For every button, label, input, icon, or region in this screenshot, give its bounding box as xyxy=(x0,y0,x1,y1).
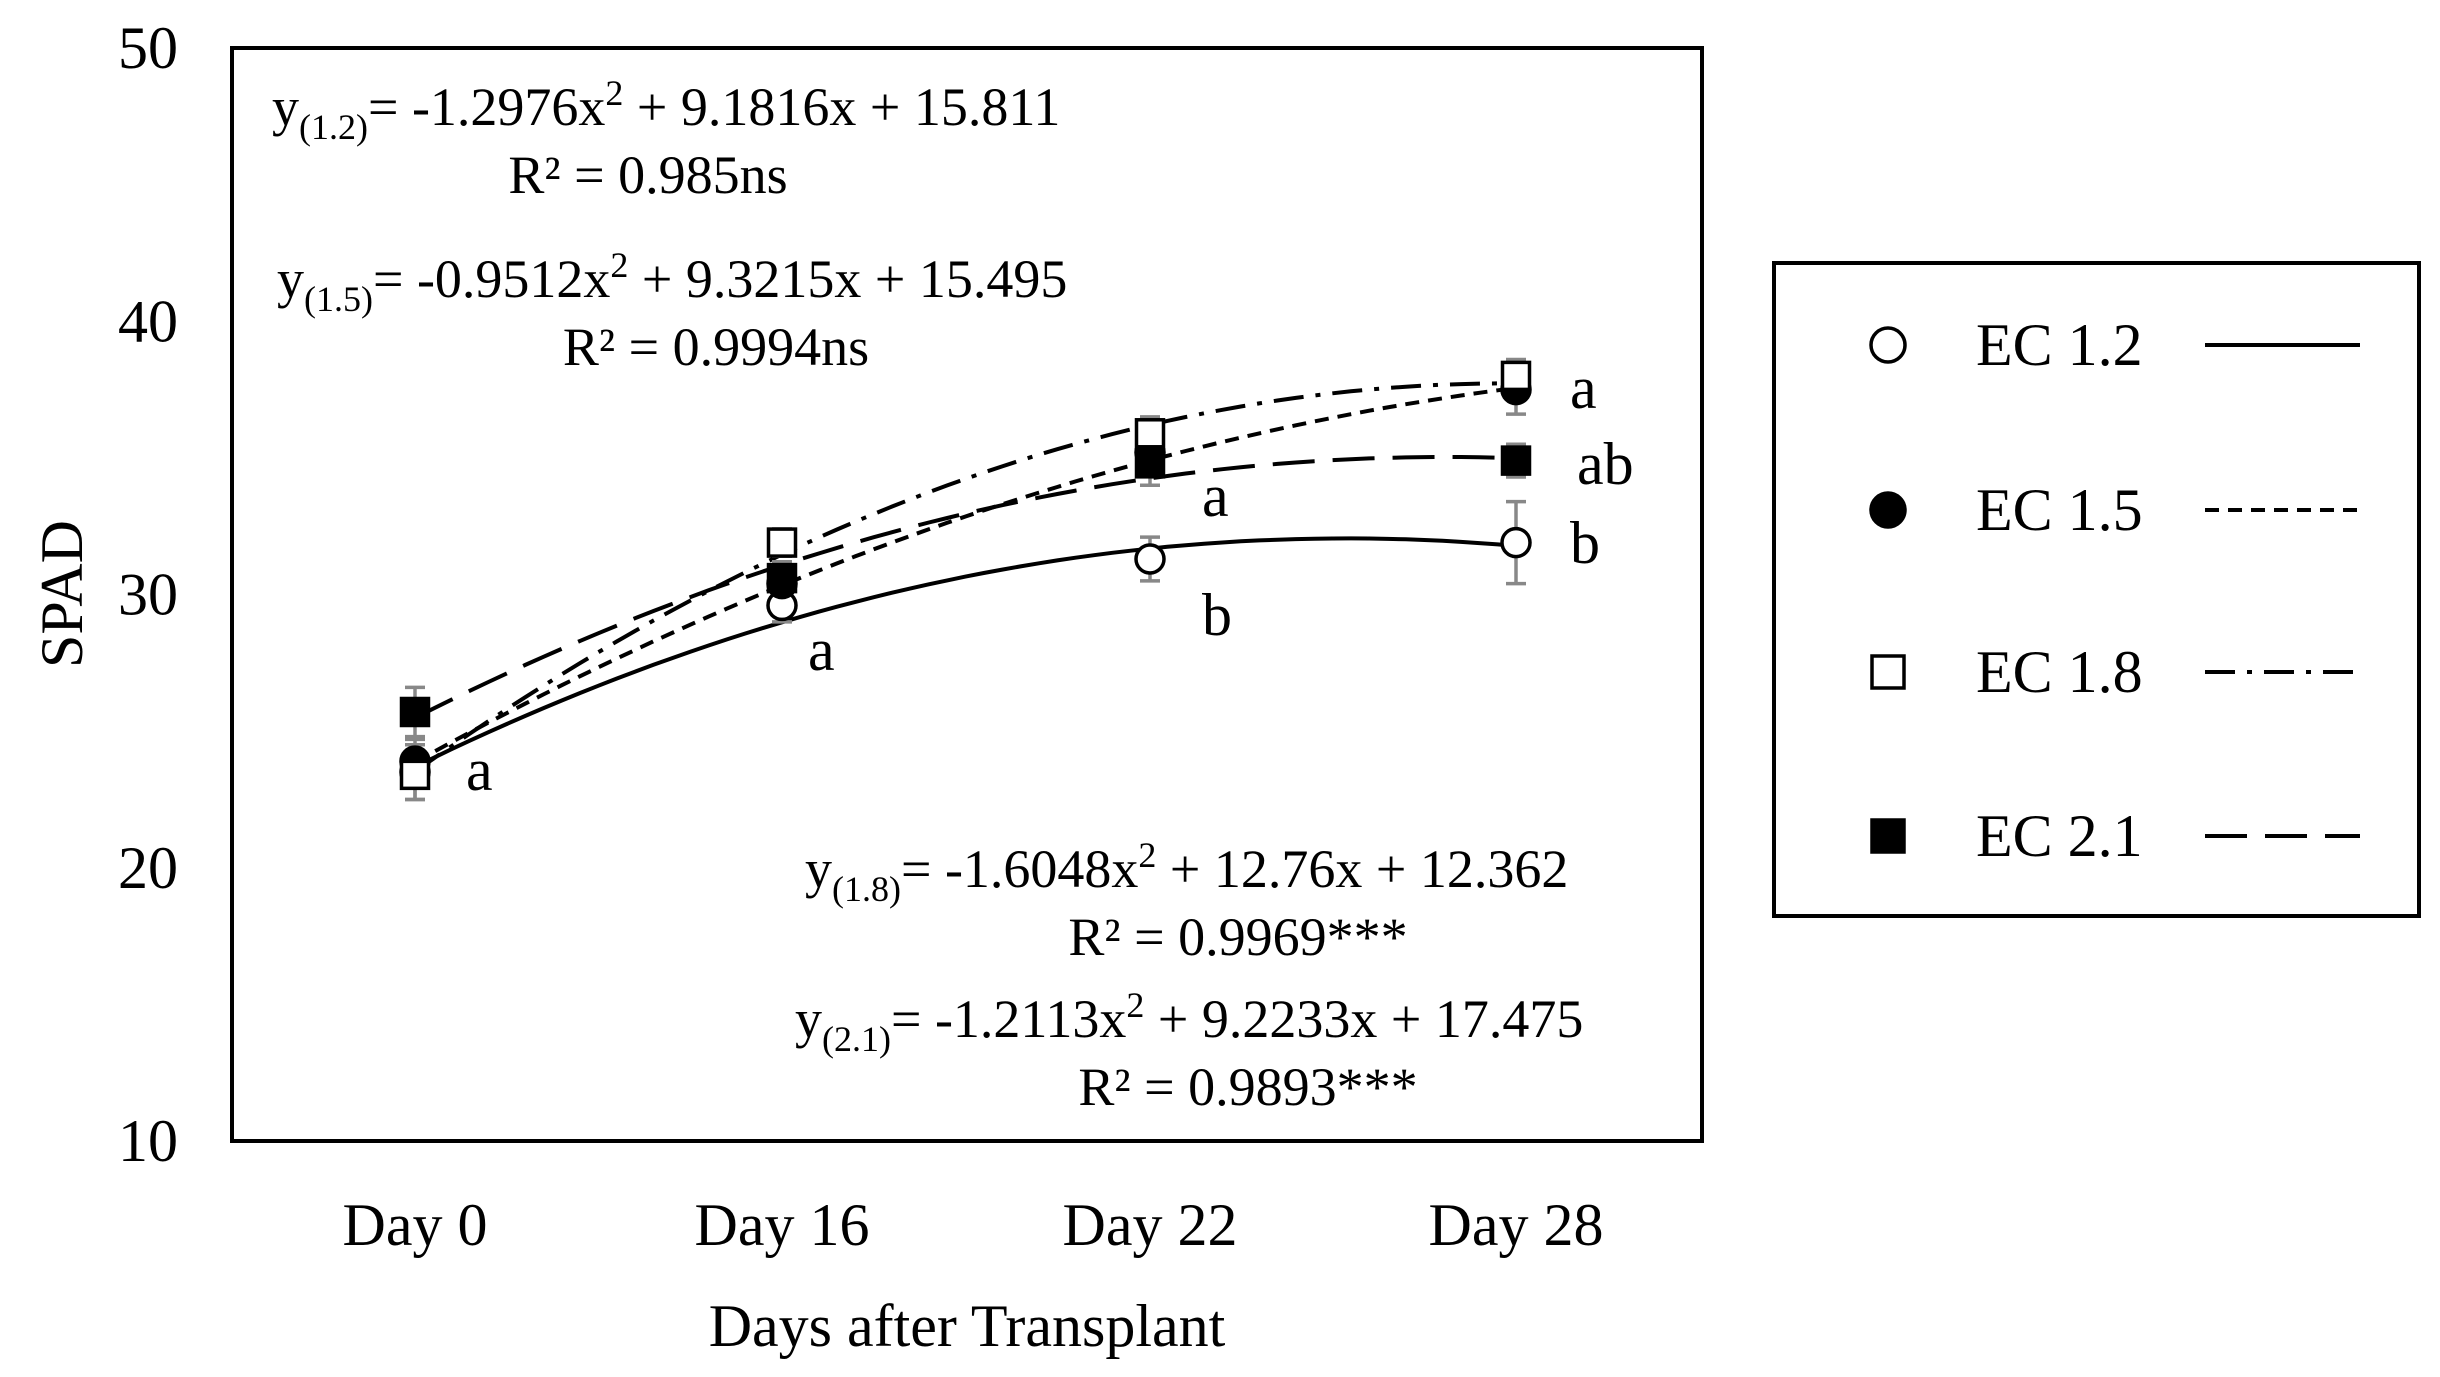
legend-frame xyxy=(1772,261,2421,918)
equation-ec21-lead: = -1.2113x xyxy=(891,989,1126,1049)
fit-curves xyxy=(413,381,1517,774)
letter-day22-a: a xyxy=(1202,463,1229,529)
legend-item-ec-1-5: EC 1.5 xyxy=(1869,477,2360,543)
x-axis-ticks: Day 0 Day 16 Day 22 Day 28 xyxy=(343,1192,1604,1258)
equation-ec18-lead: = -1.6048x xyxy=(901,839,1138,899)
equation-ec12-rest: + 9.1816x + 15.811 xyxy=(623,77,1060,137)
letter-day28-ab: ab xyxy=(1577,431,1634,497)
legend-marker-ec-1-5 xyxy=(1869,491,1907,529)
fit-curve-ec-1-5 xyxy=(414,385,1517,764)
equation-ec21-subscript: (2.1) xyxy=(822,1019,891,1059)
y-tick-label-30: 30 xyxy=(118,562,178,628)
letter-day22-b: b xyxy=(1202,582,1232,648)
equation-ec21-rest: + 9.2233x + 17.475 xyxy=(1144,989,1583,1049)
svg-text:y(1.5)= -0.9512x2 + 9.3215x +: y(1.5)= -0.9512x2 + 9.3215x + 15.495 xyxy=(277,245,1067,319)
equation-ec12-subscript: (1.2) xyxy=(299,107,368,147)
legend-label-ec-2-1: EC 2.1 xyxy=(1976,803,2143,869)
legend: EC 1.2 EC 1.5 EC 1.8 EC 2.1 xyxy=(1772,261,2421,918)
x-tick-label-day-0: Day 0 xyxy=(343,1192,488,1258)
equation-ec15-rest: + 9.3215x + 15.495 xyxy=(628,249,1067,309)
legend-marker-ec-1-8 xyxy=(1870,654,1906,690)
x-tick-label-day-22: Day 22 xyxy=(1063,1192,1238,1258)
letter-day0: a xyxy=(466,737,493,803)
x-tick-label-day-16: Day 16 xyxy=(695,1192,870,1258)
letter-day16: a xyxy=(808,617,835,683)
equation-ec18-subscript: (1.8) xyxy=(832,869,901,909)
fit-curve-ec-1-8 xyxy=(413,381,1516,774)
r2-ec12: R² = 0.985ns xyxy=(508,145,787,205)
r2-ec15: R² = 0.9994ns xyxy=(563,317,869,377)
x-axis-title: Days after Transplant xyxy=(709,1293,1226,1359)
legend-marker-ec-1-2 xyxy=(1869,326,1907,364)
fit-curve-ec-2-1 xyxy=(414,455,1517,720)
svg-text:y(2.1)= -1.2113x2 + 9.2233x +: y(2.1)= -1.2113x2 + 9.2233x + 17.475 xyxy=(795,985,1583,1059)
equation-ec15-lead: = -0.9512x xyxy=(373,249,610,309)
plot-area-frame xyxy=(230,46,1704,1143)
y-tick-label-10: 10 xyxy=(118,1108,178,1174)
equation-ec15-subscript: (1.5) xyxy=(304,279,373,319)
equation-ec18-rest: + 12.76x + 12.362 xyxy=(1156,839,1568,899)
x-tick-label-day-28: Day 28 xyxy=(1429,1192,1604,1258)
legend-marker-ec-2-1 xyxy=(1870,818,1906,854)
svg-text:y(1.8)= -1.6048x2 + 12.76x + 1: y(1.8)= -1.6048x2 + 12.76x + 12.362 xyxy=(805,835,1568,909)
y-tick-label-50: 50 xyxy=(118,15,178,81)
point-ec-1-2-day-22 xyxy=(1134,543,1166,575)
y-tick-label-20: 20 xyxy=(118,835,178,901)
legend-label-ec-1-2: EC 1.2 xyxy=(1976,312,2143,378)
y-axis-ticks: 10 20 30 40 50 xyxy=(118,15,178,1174)
legend-item-ec-1-8: EC 1.8 xyxy=(1870,639,2360,705)
point-ec-1-8-day-0 xyxy=(399,759,431,791)
legend-label-ec-1-5: EC 1.5 xyxy=(1976,477,2143,543)
equation-ec21: y(2.1)= -1.2113x2 + 9.2233x + 17.475 R² … xyxy=(795,985,1583,1117)
legend-item-ec-1-2: EC 1.2 xyxy=(1869,312,2360,378)
point-ec-1-8-day-28 xyxy=(1500,360,1532,392)
point-ec-1-2-day-28 xyxy=(1500,526,1532,559)
equation-ec15: y(1.5)= -0.9512x2 + 9.3215x + 15.495 R² … xyxy=(277,245,1067,377)
fit-curve-ec-1-2 xyxy=(414,536,1517,769)
significance-letters: a a a b a ab b xyxy=(466,355,1634,803)
legend-label-ec-1-8: EC 1.8 xyxy=(1976,639,2143,705)
letter-day28-a: a xyxy=(1570,355,1597,421)
svg-text:y(1.2)= -1.2976x2 + 9.1816x +: y(1.2)= -1.2976x2 + 9.1816x + 15.811 xyxy=(272,73,1060,147)
point-ec-2-1-day-22 xyxy=(1134,448,1166,479)
r2-ec18: R² = 0.9969*** xyxy=(1068,907,1407,967)
point-ec-2-1-day-28 xyxy=(1500,445,1532,476)
y-tick-label-40: 40 xyxy=(118,288,178,354)
point-ec-1-8-day-22 xyxy=(1134,418,1166,449)
equation-ec12: y(1.2)= -1.2976x2 + 9.1816x + 15.811 R² … xyxy=(272,73,1060,205)
r2-ec21: R² = 0.9893*** xyxy=(1078,1057,1417,1117)
equation-ec12-lead: = -1.2976x xyxy=(368,77,605,137)
letter-day28-b: b xyxy=(1570,510,1600,576)
point-ec-2-1-day-0 xyxy=(399,696,431,728)
equation-ec18: y(1.8)= -1.6048x2 + 12.76x + 12.362 R² =… xyxy=(805,835,1568,967)
data-marks xyxy=(399,357,1532,802)
legend-item-ec-2-1: EC 2.1 xyxy=(1870,803,2360,869)
point-ec-1-8-day-16 xyxy=(766,527,798,558)
point-ec-2-1-day-16 xyxy=(766,562,798,594)
y-axis-title: SPAD xyxy=(29,520,95,668)
